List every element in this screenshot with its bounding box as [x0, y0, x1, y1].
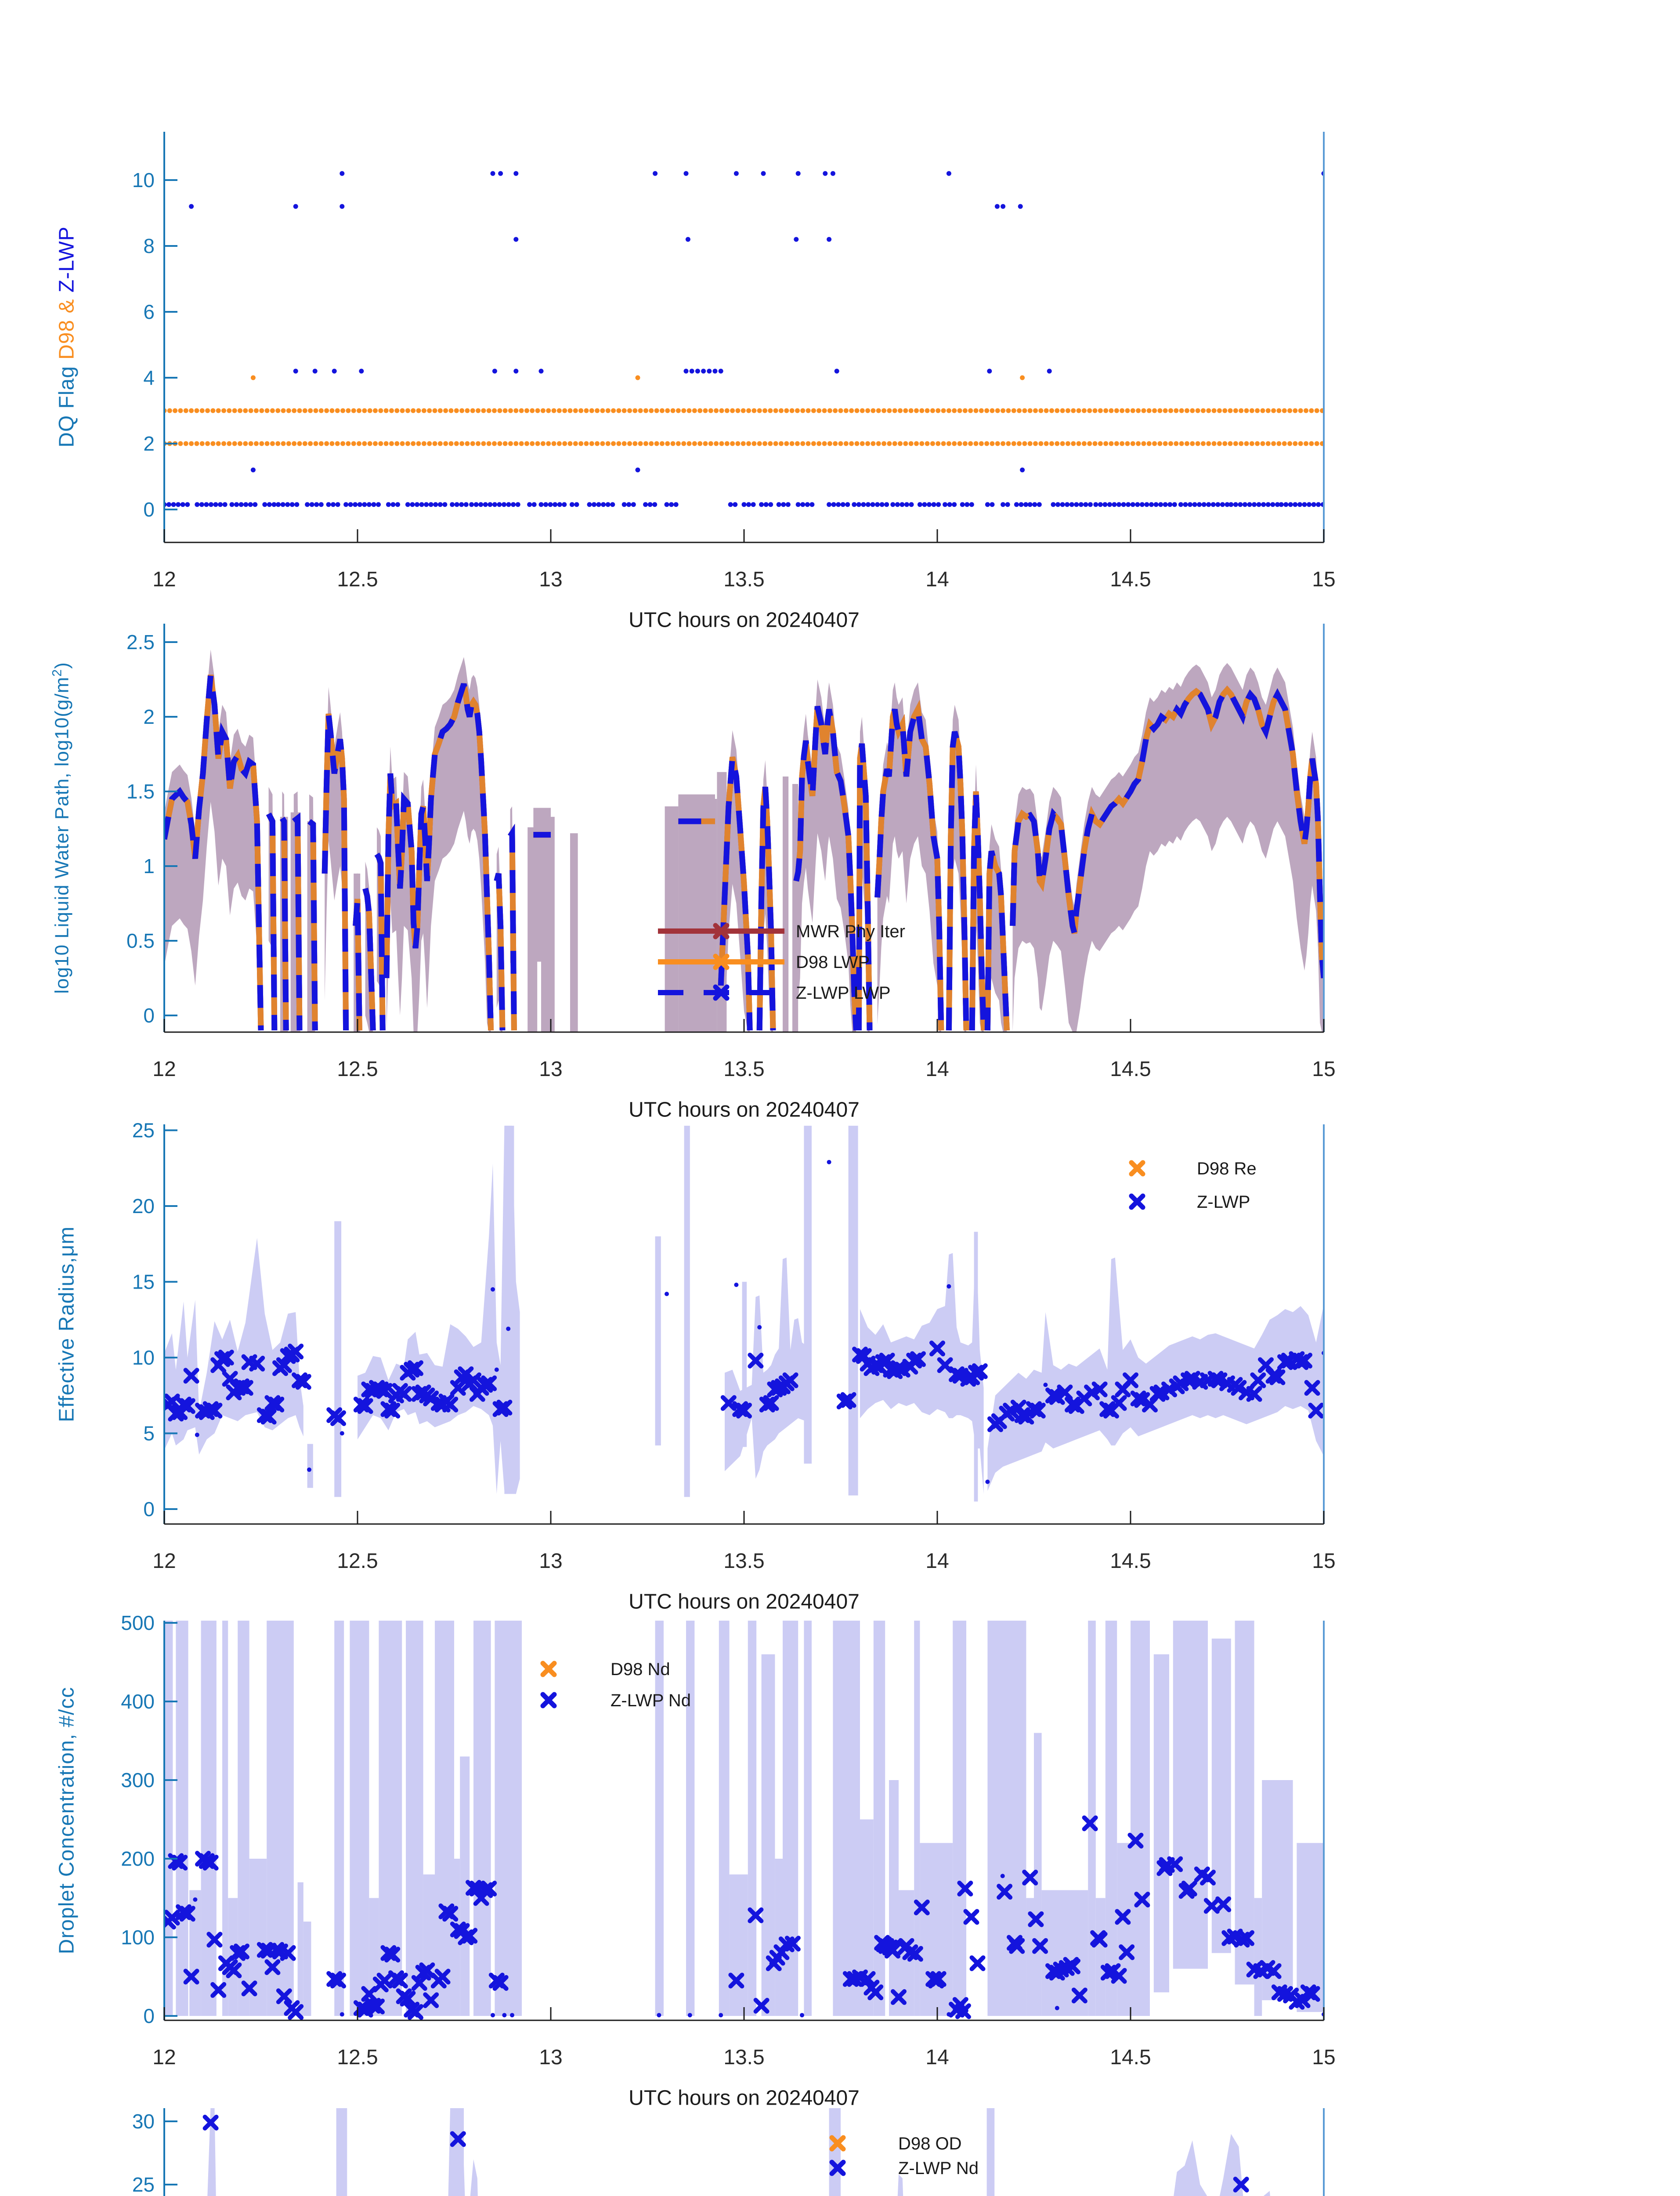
legend-label-z-lwp: Z-LWP [1197, 1192, 1250, 1212]
axes-panel-4: 0 100 200 300 400 500 12 12.5 13 13.5 14 14.5 15 [121, 1611, 1335, 2069]
panel-lwp-data [164, 650, 1324, 1032]
y-tick-label: 5 [143, 1422, 155, 1445]
panel-optical-depth-data [202, 2108, 1270, 2196]
y-tick-label: 200 [121, 1847, 155, 1870]
legend-label-d98-nd: D98 Nd [611, 1660, 670, 1679]
y-tick-label: 2.5 [126, 631, 155, 654]
x-tick-label: 13 [539, 568, 562, 591]
x-tick-label: 12 [152, 1549, 176, 1573]
axes-panel-3: 0 5 10 15 20 25 12 12.5 13 13.5 14 14.5 15 [132, 1119, 1336, 1573]
x-tick-label: 15 [1312, 2046, 1335, 2069]
y-tick-label: 100 [121, 1926, 155, 1949]
y-tick-label: 4 [143, 366, 155, 389]
y-tick-label: 0.5 [126, 929, 155, 952]
legend-label-d98-od: D98 OD [898, 2134, 962, 2153]
x-tick-label: 13 [539, 1549, 562, 1573]
axes-panel-1: 0 2 4 6 8 10 12 12.5 13 13.5 14 14.5 15 [132, 132, 1336, 591]
y-tick-label: 25 [132, 1119, 155, 1142]
y-tick-label: 6 [143, 300, 155, 323]
y-tick-label: 25 [132, 2173, 155, 2196]
x-tick-label: 12 [152, 1058, 176, 1081]
x-tick-label: 13.5 [723, 1549, 764, 1573]
legend-label-d98-lwp: D98 LWP [796, 953, 870, 972]
legend-label-mwr-phy-iter: MWR Phy Iter [796, 922, 905, 941]
x-tick-label: 12 [152, 2046, 176, 2069]
x-tick-label: 13.5 [723, 568, 764, 591]
ylabel-effective-radius: Effective Radius,μm [55, 1226, 79, 1422]
x-tick-label: 12.5 [337, 568, 378, 591]
x-tick-label: 14.5 [1110, 568, 1151, 591]
x-tick-label: 13 [539, 2046, 562, 2069]
axes-panel-2: 0 0.5 1 1.5 2 2.5 12 12.5 13 13.5 14 14.5 15 [126, 624, 1336, 1081]
x-tick-label: 14 [925, 568, 949, 591]
x-tick-label: 14 [925, 2046, 949, 2069]
line-zlwp-lwp [164, 674, 1324, 1031]
y-tick-label: 0 [143, 498, 155, 521]
y-tick-label: 400 [121, 1690, 155, 1713]
y-tick-label: 2 [143, 432, 155, 455]
x-tick-label: 12.5 [337, 1549, 378, 1573]
panel-dq-flag-data [164, 171, 1324, 507]
y-tick-label: 0 [143, 1004, 155, 1027]
x-tick-label: 14.5 [1110, 1549, 1151, 1573]
x-tick-label: 12.5 [337, 1058, 378, 1081]
y-tick-label: 8 [143, 235, 155, 257]
x-tick-label: 14.5 [1110, 2046, 1151, 2069]
y-tick-label: 500 [121, 1611, 155, 1634]
y-tick-label: 10 [132, 1346, 155, 1369]
x-tick-label: 12.5 [337, 2046, 378, 2069]
y-tick-label: 0 [143, 2005, 155, 2027]
legend-label-z-lwp-nd: Z-LWP Nd [898, 2159, 979, 2178]
xlabel-panel-2: UTC hours on 20240407 [629, 1098, 860, 1122]
x-tick-label: 15 [1312, 568, 1335, 591]
legend-label-z-lwp-nd: Z-LWP Nd [611, 1691, 691, 1710]
y-tick-label: 1.5 [126, 780, 155, 803]
x-tick-label: 14 [925, 1058, 949, 1081]
x-tick-label: 13.5 [723, 2046, 764, 2069]
x-tick-label: 13 [539, 1058, 562, 1081]
legend-label-z-lwp-lwp: Z-LWP LWP [796, 983, 891, 1003]
y-tick-label: 300 [121, 1769, 155, 1791]
x-tick-label: 15 [1312, 1058, 1335, 1081]
y-tick-label: 0 [143, 1498, 155, 1521]
x-tick-label: 14.5 [1110, 1058, 1151, 1081]
legend-label-d98-re: D98 Re [1197, 1159, 1257, 1178]
x-tick-label: 12 [152, 568, 176, 591]
y-tick-label: 1 [143, 855, 155, 878]
ylabel-dq-flag: DQ Flag D98 & Z-LWP [55, 226, 79, 448]
y-tick-label: 2 [143, 705, 155, 728]
panel-droplet-concentration-data [164, 1621, 1324, 2020]
xlabel-panel-4: UTC hours on 20240407 [629, 2086, 860, 2110]
xlabel-panel-3: UTC hours on 20240407 [629, 1590, 860, 1614]
panel-effective-radius-data [164, 1126, 1324, 1502]
x-tick-label: 14 [925, 1549, 949, 1573]
ylabel-droplet-concentration: Droplet Concentration, #/cc [55, 1687, 79, 1954]
y-tick-label: 10 [132, 169, 155, 191]
xlabel-panel-1: UTC hours on 20240407 [629, 608, 860, 632]
x-tick-label: 13.5 [723, 1058, 764, 1081]
x-tick-label: 15 [1312, 1549, 1335, 1573]
y-tick-label: 20 [132, 1195, 155, 1217]
y-tick-label: 30 [132, 2110, 155, 2133]
ylabel-lwp: log10 Liquid Water Path, log10(g/m2) [50, 662, 73, 994]
y-tick-label: 15 [132, 1271, 155, 1293]
